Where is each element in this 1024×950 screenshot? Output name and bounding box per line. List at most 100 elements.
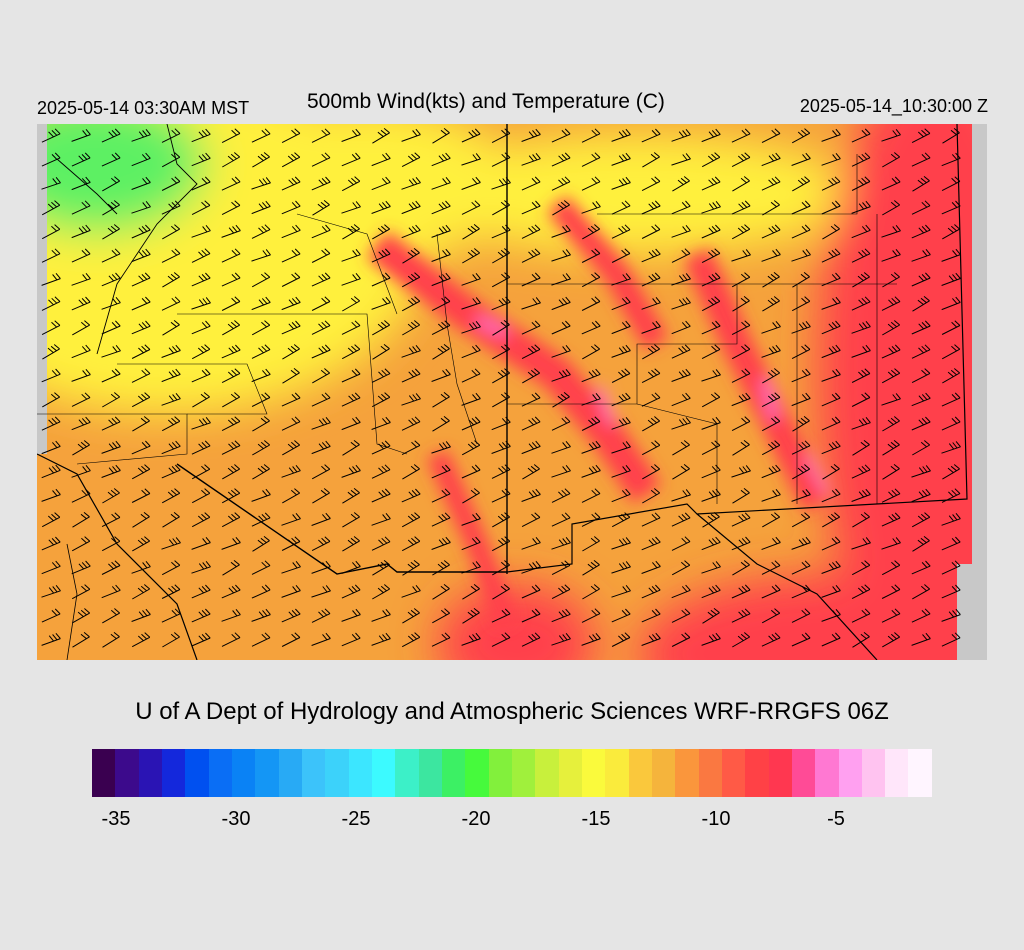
wind-barb [731, 368, 751, 383]
wind-barb [551, 296, 571, 311]
wind-barb [821, 632, 841, 647]
wind-barb [222, 560, 240, 576]
wind-barb [731, 392, 751, 407]
wind-barb [671, 200, 691, 215]
wind-barb [131, 272, 151, 287]
wind-barb [701, 369, 721, 382]
wind-barb [162, 632, 180, 648]
wind-barb [431, 320, 451, 336]
wind-barb [551, 560, 571, 576]
wind-barb [552, 392, 570, 408]
wind-barb [131, 176, 151, 190]
wind-barb [581, 440, 601, 454]
wind-barb [282, 488, 301, 504]
wind-barb [731, 152, 751, 168]
wind-barb [941, 320, 961, 335]
wind-barb [461, 320, 481, 334]
wind-barb [191, 272, 211, 287]
wind-barb [821, 344, 841, 359]
wind-barb [671, 273, 691, 286]
wind-barb [402, 560, 420, 576]
wind-barb [941, 200, 961, 215]
wind-barb [762, 296, 780, 312]
wind-barb [71, 128, 91, 142]
wind-barb [791, 608, 811, 623]
wind-barb [822, 464, 840, 480]
wind-barb [161, 488, 181, 504]
wind-barb [461, 512, 481, 526]
wind-barb [491, 128, 511, 144]
wind-barb [311, 585, 331, 598]
wind-barb [881, 537, 901, 550]
wind-barb [851, 128, 871, 143]
wind-barb [852, 272, 870, 288]
wind-barb [611, 416, 631, 430]
wind-barb [371, 176, 391, 191]
wind-barb [311, 176, 331, 191]
wind-barb [791, 320, 811, 334]
wind-barb [641, 440, 661, 456]
wind-barb [432, 608, 451, 624]
wind-barb [371, 416, 391, 430]
wind-barb [701, 200, 721, 214]
wind-barb [611, 608, 631, 623]
wind-barb [41, 368, 61, 383]
wind-barb [281, 248, 301, 263]
wind-barb [282, 344, 300, 360]
wind-barb [282, 368, 300, 384]
wind-barb [761, 536, 781, 550]
wind-barb [221, 200, 241, 216]
wind-barb [762, 272, 780, 288]
wind-barb [882, 632, 901, 648]
wind-barb [912, 296, 930, 312]
wind-barb [281, 632, 301, 647]
wind-barb [491, 416, 511, 431]
wind-barb [851, 200, 871, 214]
wind-barb [881, 584, 901, 599]
wind-barb [41, 488, 61, 502]
colorbar-tick-label: -20 [461, 808, 491, 830]
wind-barb [281, 296, 301, 311]
wind-barb [401, 536, 421, 552]
wind-barb [731, 608, 751, 623]
wind-barb [41, 224, 61, 240]
wind-barb [912, 584, 931, 600]
wind-barb [161, 392, 181, 406]
wind-barb [911, 248, 931, 262]
wind-barb [461, 344, 481, 359]
colorbar-swatch [231, 749, 256, 797]
wind-barb [101, 152, 121, 167]
wind-barb [281, 416, 301, 431]
county-line [597, 154, 858, 215]
wind-barb [521, 536, 541, 550]
wind-barb [252, 152, 270, 168]
wind-barb [101, 440, 121, 454]
wind-barb [671, 608, 691, 623]
colorbar-tick-label: -10 [701, 808, 731, 830]
wind-barb [71, 296, 91, 311]
wind-barb [731, 344, 751, 360]
wind-barb [641, 272, 661, 287]
wind-barb [611, 392, 631, 407]
wind-barb [102, 392, 121, 408]
wind-barb [161, 560, 181, 576]
wind-barb [101, 536, 121, 552]
wind-barb [402, 464, 420, 480]
wind-barb [941, 584, 961, 599]
wind-barb [792, 416, 810, 432]
wind-barb [821, 416, 841, 431]
wind-barb [761, 440, 781, 456]
wind-barb [941, 536, 961, 551]
wind-barb [341, 320, 361, 335]
coast-line [37, 453, 198, 660]
wind-barb [581, 152, 601, 167]
wind-barb [791, 392, 811, 407]
wind-barb [341, 272, 361, 286]
colorbar-swatch [698, 749, 722, 797]
wind-barb [882, 272, 900, 288]
colorbar-swatch [348, 749, 372, 797]
wind-barb [161, 152, 181, 168]
wind-barb [41, 200, 61, 216]
wind-barb [162, 512, 180, 528]
wind-barb [191, 608, 211, 623]
